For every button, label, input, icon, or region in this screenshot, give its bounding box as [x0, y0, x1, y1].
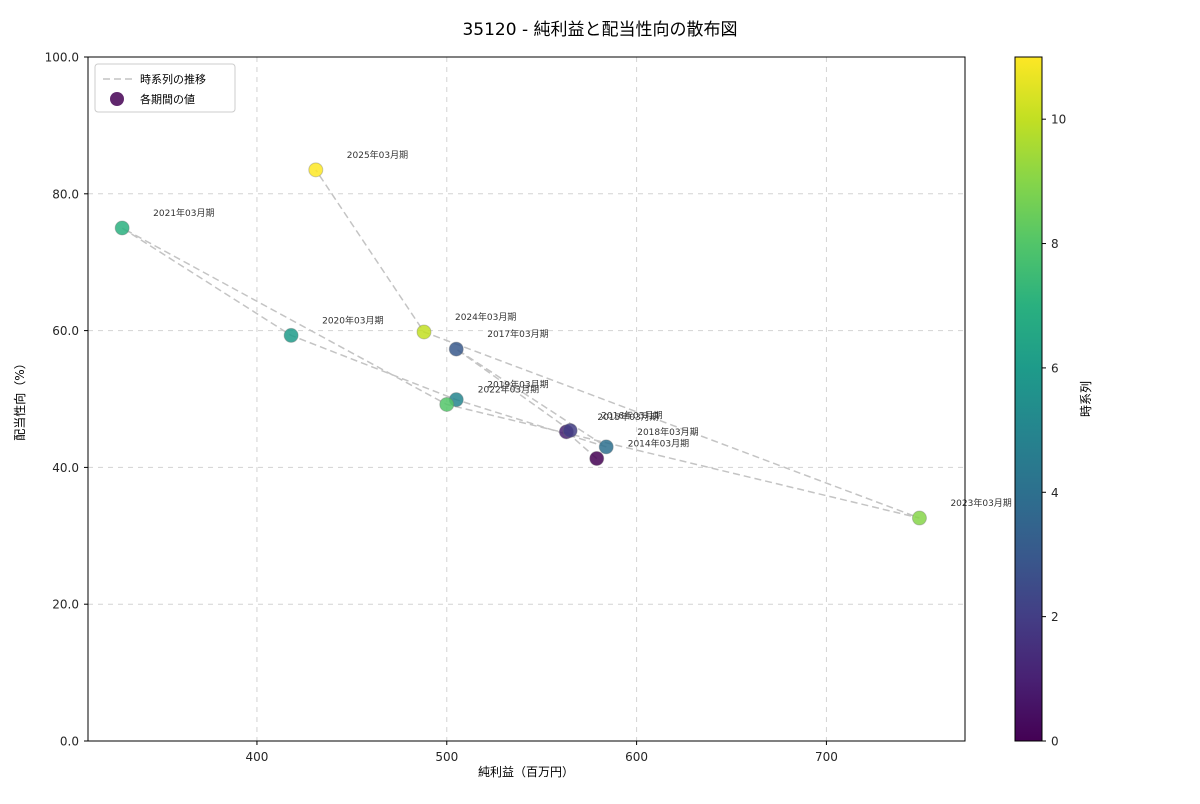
y-tick-label: 60.0 [52, 324, 79, 338]
x-axis-label: 純利益（百万円） [478, 765, 574, 779]
data-point-2021年03月期 [114, 220, 130, 236]
data-point-2023年03月期 [911, 510, 927, 526]
point-annotation: 2025年03月期 [347, 149, 408, 161]
point-annotation: 2019年03月期 [487, 379, 548, 391]
data-point-2016年03月期 [562, 422, 578, 438]
colorbar-frame [1014, 56, 1043, 742]
colorbar-tick-label: 4 [1051, 486, 1059, 500]
legend-points-label: 各期間の値 [140, 92, 195, 106]
x-tick-label: 700 [815, 750, 838, 764]
colorbar-tick-label: 6 [1051, 361, 1059, 375]
point-annotation: 2014年03月期 [628, 438, 689, 450]
point-annotation: 2021年03月期 [153, 207, 214, 219]
colorbar-tick-label: 2 [1051, 610, 1059, 624]
point-annotation: 2017年03月期 [487, 328, 548, 340]
data-point-2018年03月期 [598, 439, 614, 455]
data-point-2014年03月期 [589, 451, 605, 467]
colorbar-label: 時系列 [1079, 381, 1093, 417]
chart-title: 35120 - 純利益と配当性向の散布図 [462, 20, 737, 40]
x-tick-label: 500 [435, 750, 458, 764]
data-point-2022年03月期 [439, 396, 455, 412]
point-annotation: 2024年03月期 [455, 311, 516, 323]
y-tick-label: 40.0 [52, 461, 79, 475]
point-annotation: 2022年03月期 [478, 383, 539, 395]
data-point-2017年03月期 [448, 341, 464, 357]
colorbar-gradient [1015, 57, 1042, 741]
time-series-line [121, 169, 920, 519]
colorbar-tick-label: 8 [1051, 237, 1059, 251]
y-tick-label: 20.0 [52, 598, 79, 612]
legend-line-label: 時系列の推移 [140, 72, 206, 86]
data-point-2025年03月期 [308, 162, 324, 178]
y-tick-label: 0.0 [60, 735, 79, 749]
legend-point-sample [110, 92, 124, 106]
point-annotation: 2016年03月期 [601, 409, 662, 421]
colorbar-tick-label: 0 [1051, 735, 1059, 749]
colorbar-tick-label: 10 [1051, 113, 1066, 127]
legend: 時系列の推移 各期間の値 [94, 63, 236, 113]
point-annotation: 2015年03月期 [597, 411, 658, 423]
legend-box [94, 63, 236, 113]
point-annotation: 2023年03月期 [950, 497, 1011, 509]
point-annotation: 2020年03月期 [322, 314, 383, 326]
y-tick-label: 80.0 [52, 187, 79, 201]
y-tick-label: 100.0 [45, 51, 79, 65]
x-tick-label: 400 [245, 750, 268, 764]
data-point-2020年03月期 [283, 327, 299, 343]
x-tick-label: 600 [625, 750, 648, 764]
point-annotation: 2018年03月期 [637, 426, 698, 438]
data-point-2024年03月期 [416, 324, 432, 340]
y-axis-label: 配当性向（%） [12, 357, 27, 440]
axes-spine [87, 56, 966, 742]
